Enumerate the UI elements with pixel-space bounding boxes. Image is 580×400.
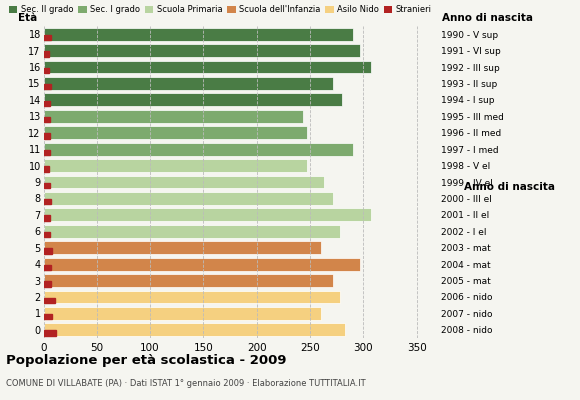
Bar bbox=[44, 216, 50, 221]
Bar bbox=[44, 159, 307, 172]
Text: Popolazione per età scolastica - 2009: Popolazione per età scolastica - 2009 bbox=[6, 354, 287, 367]
Bar bbox=[44, 68, 49, 73]
Bar bbox=[44, 330, 56, 336]
Text: COMUNE DI VILLABATE (PA) · Dati ISTAT 1° gennaio 2009 · Elaborazione TUTTITALIA.: COMUNE DI VILLABATE (PA) · Dati ISTAT 1°… bbox=[6, 379, 365, 388]
Bar bbox=[44, 35, 51, 40]
Text: Età: Età bbox=[18, 13, 37, 23]
Bar bbox=[44, 117, 50, 122]
Y-axis label: Anno di nascita: Anno di nascita bbox=[463, 182, 554, 192]
Bar bbox=[44, 258, 360, 270]
Bar bbox=[44, 265, 51, 270]
Bar bbox=[44, 150, 50, 155]
Bar bbox=[44, 133, 50, 139]
Bar bbox=[44, 126, 307, 139]
Bar bbox=[44, 166, 49, 172]
Bar bbox=[44, 314, 52, 319]
Bar bbox=[44, 274, 333, 287]
Bar bbox=[44, 110, 303, 123]
Bar bbox=[44, 298, 55, 303]
Bar bbox=[44, 225, 340, 238]
Bar bbox=[44, 28, 353, 41]
Bar bbox=[44, 143, 353, 156]
Bar bbox=[44, 241, 321, 254]
Bar bbox=[44, 84, 51, 90]
Legend: Sec. II grado, Sec. I grado, Scuola Primaria, Scuola dell'Infanzia, Asilo Nido, : Sec. II grado, Sec. I grado, Scuola Prim… bbox=[6, 2, 435, 18]
Bar bbox=[44, 307, 321, 320]
Bar bbox=[44, 61, 371, 74]
Bar bbox=[44, 44, 360, 57]
Bar bbox=[44, 199, 51, 204]
Bar bbox=[44, 281, 51, 286]
Bar bbox=[44, 94, 342, 106]
Bar bbox=[44, 248, 52, 254]
Bar bbox=[44, 323, 345, 336]
Text: Anno di nascita: Anno di nascita bbox=[442, 13, 533, 23]
Bar bbox=[44, 192, 333, 205]
Bar bbox=[44, 176, 324, 188]
Bar bbox=[44, 100, 50, 106]
Bar bbox=[44, 208, 371, 221]
Bar bbox=[44, 232, 50, 237]
Bar bbox=[44, 51, 49, 57]
Bar bbox=[44, 77, 333, 90]
Bar bbox=[44, 290, 340, 303]
Bar bbox=[44, 183, 50, 188]
